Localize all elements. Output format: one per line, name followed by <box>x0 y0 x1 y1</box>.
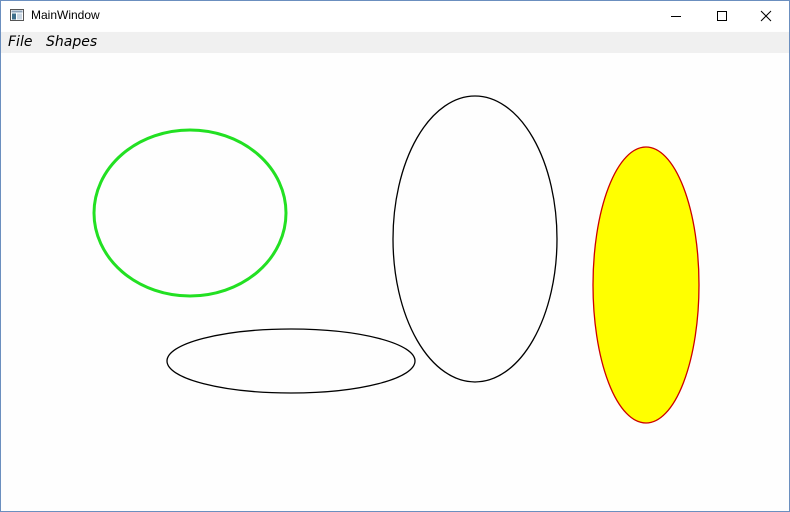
tall-black-ellipse <box>392 95 558 383</box>
yellow-ellipse <box>592 146 700 424</box>
maximize-icon <box>717 11 727 21</box>
close-icon <box>760 10 772 22</box>
drawing-canvas[interactable] <box>1 53 789 511</box>
close-button[interactable] <box>743 1 789 31</box>
window-title: MainWindow <box>31 8 100 22</box>
window-app-icon <box>10 9 24 21</box>
menu-file[interactable]: File <box>8 34 33 50</box>
minimize-icon <box>671 16 681 17</box>
wide-black-ellipse <box>166 328 416 394</box>
menu-shapes[interactable]: Shapes <box>46 34 98 50</box>
menu-bar: File Shapes <box>1 32 789 53</box>
minimize-button[interactable] <box>653 1 699 31</box>
maximize-button[interactable] <box>699 1 745 31</box>
green-ellipse <box>92 128 288 298</box>
title-bar[interactable]: MainWindow <box>1 1 789 31</box>
